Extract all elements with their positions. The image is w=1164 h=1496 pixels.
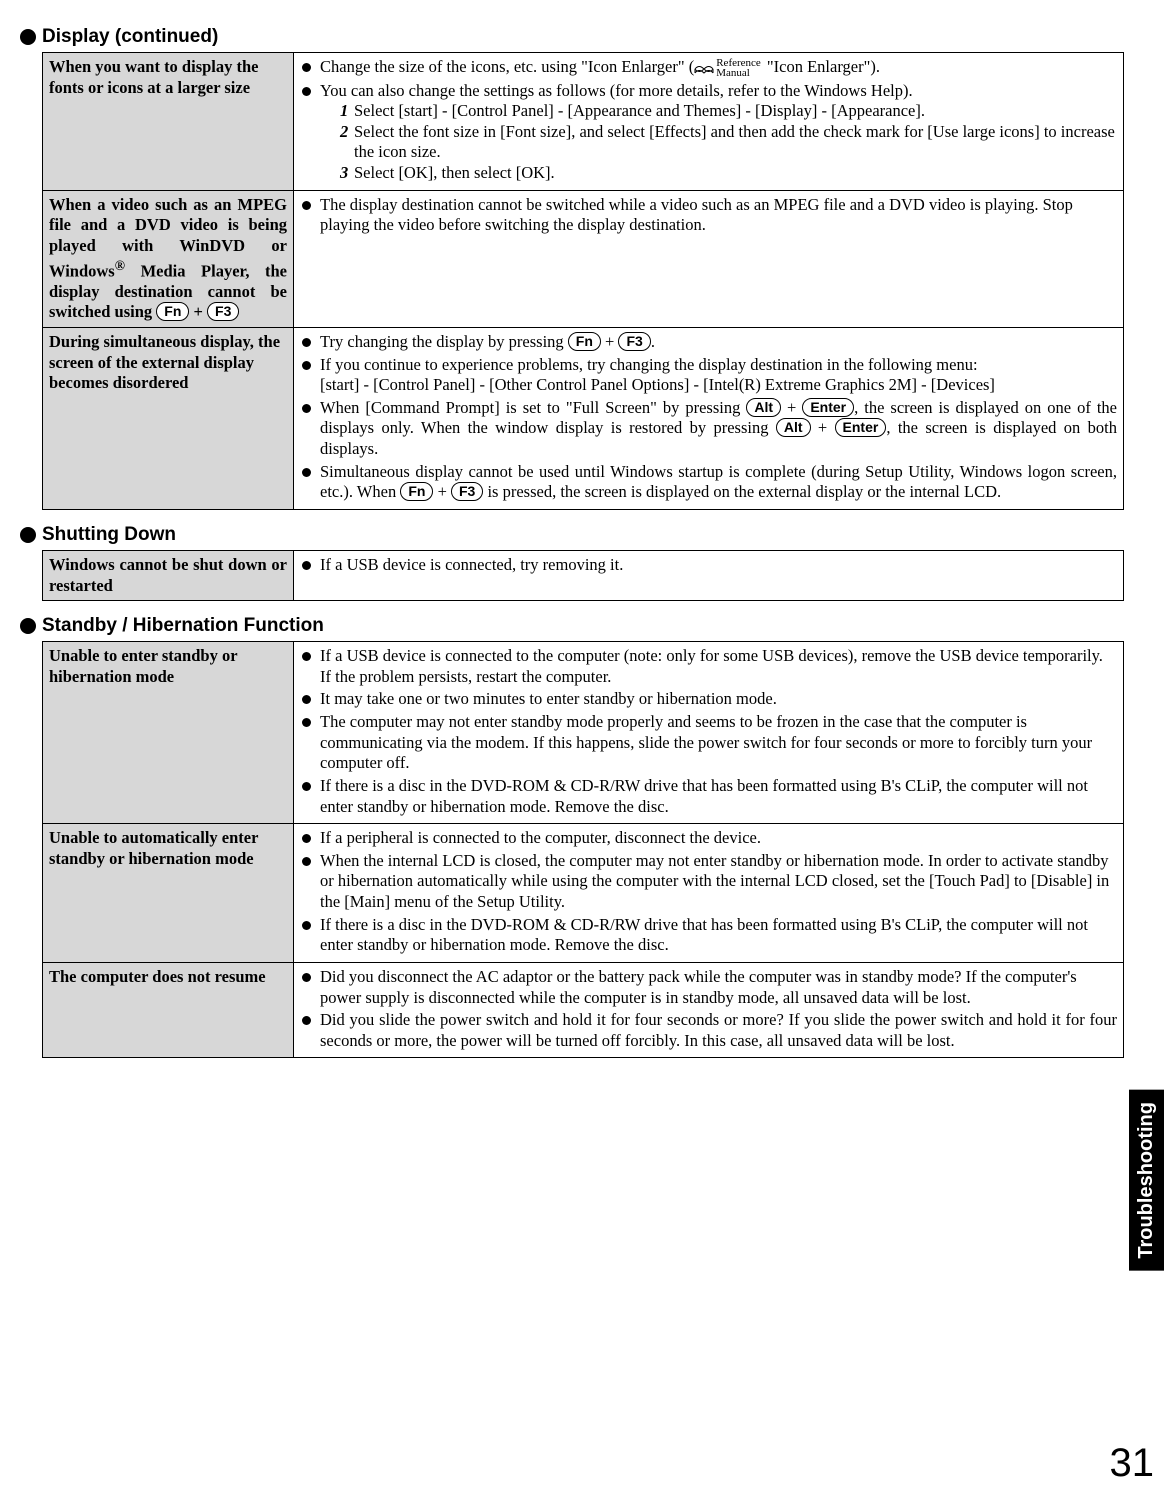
key-alt: Alt (776, 418, 811, 437)
list-item: If a peripheral is connected to the comp… (300, 828, 1117, 849)
text: Select [start] - [Control Panel] - [Appe… (354, 101, 925, 120)
section-heading-text: Shutting Down (42, 524, 176, 546)
list-item: Simultaneous display cannot be used unti… (300, 462, 1117, 503)
key-fn: Fn (568, 332, 601, 351)
display-row1-issue: When you want to display the fonts or ic… (43, 53, 294, 191)
section-heading-text: Standby / Hibernation Function (42, 615, 324, 637)
list-item: The display destination cannot be switch… (300, 195, 1117, 236)
text: Select [OK], then select [OK]. (354, 163, 555, 182)
standby-row3-solution: Did you disconnect the AC adaptor or the… (294, 962, 1124, 1058)
standby-table: Unable to enter standby or hibernation m… (42, 641, 1124, 1058)
list-item: Did you disconnect the AC adaptor or the… (300, 967, 1117, 1008)
standby-row1-issue: Unable to enter standby or hibernation m… (43, 642, 294, 824)
bullet-icon (20, 527, 36, 543)
reference-label: ReferenceManual (716, 58, 761, 78)
book-icon (694, 58, 714, 79)
side-tab-troubleshooting: Troubleshooting (1129, 1090, 1164, 1271)
section-heading-standby: Standby / Hibernation Function (20, 615, 1124, 637)
list-item: If there is a disc in the DVD-ROM & CD-R… (300, 776, 1117, 817)
key-enter: Enter (802, 398, 854, 417)
section-heading-display: Display (continued) (20, 26, 1124, 48)
standby-row1-solution: If a USB device is connected to the comp… (294, 642, 1124, 824)
list-item: You can also change the settings as foll… (300, 81, 1117, 184)
bullet-icon (20, 29, 36, 45)
shutting-row1-issue: Windows cannot be shut down or restarted (43, 550, 294, 600)
key-fn: Fn (156, 302, 189, 321)
page-number: 31 (1110, 1441, 1155, 1486)
step-3: 3Select [OK], then select [OK]. (340, 163, 1117, 184)
list-item: When the internal LCD is closed, the com… (300, 851, 1117, 913)
display-table: When you want to display the fonts or ic… (42, 52, 1124, 510)
section-heading-shutting: Shutting Down (20, 524, 1124, 546)
menu-path: [start] - [Control Panel] - [Other Contr… (320, 375, 1117, 396)
text: You can also change the settings as foll… (320, 81, 913, 100)
key-f3: F3 (207, 302, 239, 321)
text: Select the font size in [Font size], and… (354, 122, 1115, 162)
list-item: If a USB device is connected, try removi… (300, 555, 1117, 576)
display-row1-solution: Change the size of the icons, etc. using… (294, 53, 1124, 191)
list-item: Try changing the display by pressing Fn … (300, 332, 1117, 353)
display-row3-issue: During simultaneous display, the screen … (43, 327, 294, 509)
shutting-row1-solution: If a USB device is connected, try removi… (294, 550, 1124, 600)
step-1: 1Select [start] - [Control Panel] - [App… (340, 101, 1117, 122)
step-2: 2Select the font size in [Font size], an… (340, 122, 1117, 163)
list-item: If there is a disc in the DVD-ROM & CD-R… (300, 915, 1117, 956)
list-item: Did you slide the power switch and hold … (300, 1010, 1117, 1051)
shutting-table: Windows cannot be shut down or restarted… (42, 550, 1124, 601)
list-item: If a USB device is connected to the comp… (300, 646, 1117, 687)
standby-row3-issue: The computer does not resume (43, 962, 294, 1058)
display-row2-issue: When a video such as an MPEG file and a … (43, 190, 294, 327)
list-item: If you continue to experience problems, … (300, 355, 1117, 396)
key-alt: Alt (746, 398, 781, 417)
key-fn: Fn (400, 482, 433, 501)
bullet-icon (20, 618, 36, 634)
standby-row2-issue: Unable to automatically enter standby or… (43, 824, 294, 963)
key-f3: F3 (451, 482, 483, 501)
standby-row2-solution: If a peripheral is connected to the comp… (294, 824, 1124, 963)
text: Change the size of the icons, etc. using… (320, 57, 694, 76)
display-row2-solution: The display destination cannot be switch… (294, 190, 1124, 327)
list-item: It may take one or two minutes to enter … (300, 689, 1117, 710)
text: "Icon Enlarger"). (763, 57, 880, 76)
key-f3: F3 (618, 332, 650, 351)
list-item: The computer may not enter standby mode … (300, 712, 1117, 774)
list-item: Change the size of the icons, etc. using… (300, 57, 1117, 79)
display-row3-solution: Try changing the display by pressing Fn … (294, 327, 1124, 509)
key-enter: Enter (835, 418, 887, 437)
list-item: When [Command Prompt] is set to "Full Sc… (300, 398, 1117, 460)
section-heading-text: Display (continued) (42, 26, 218, 48)
